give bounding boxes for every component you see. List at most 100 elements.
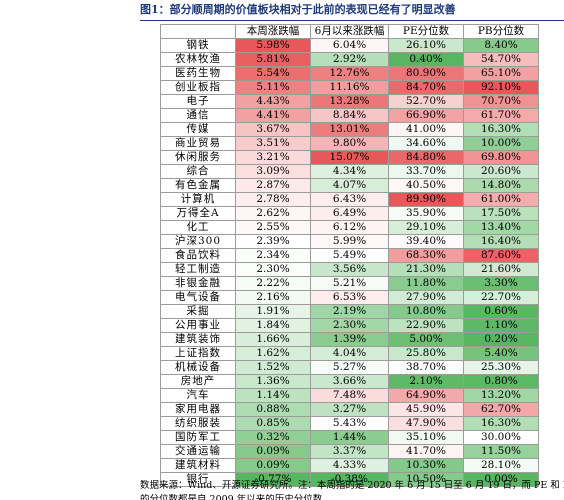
sector-name-cell: 银行 [160, 472, 236, 487]
week-change-cell: -0.77% [235, 472, 311, 487]
june-change-cell: 5.27% [310, 360, 389, 375]
sector-name-cell: 钢铁 [160, 38, 236, 53]
week-change-cell: 1.91% [235, 304, 311, 319]
week-change-cell: 1.62% [235, 346, 311, 361]
table-row: 建筑材料 0.09% 4.33% 10.30% 28.10% [160, 458, 539, 473]
week-change-cell: 2.22% [235, 276, 311, 291]
june-change-cell: 6.04% [310, 38, 389, 53]
pe-percentile-cell: 39.40% [388, 234, 464, 249]
pb-percentile-cell: 0.00% [463, 472, 539, 487]
table-row: 国防军工 0.32% 1.44% 35.10% 30.00% [160, 430, 539, 445]
pe-percentile-cell: 68.30% [388, 248, 464, 263]
pb-percentile-cell: 16.30% [463, 122, 539, 137]
pe-percentile-cell: 2.10% [388, 374, 464, 389]
pb-percentile-cell: 11.50% [463, 444, 539, 459]
june-change-cell: 3.56% [310, 262, 389, 277]
week-change-cell: 0.88% [235, 402, 311, 417]
pb-percentile-cell: 61.00% [463, 192, 539, 207]
table-row: 汽车 1.14% 7.48% 64.90% 13.20% [160, 388, 539, 403]
june-change-cell: 1.44% [310, 430, 389, 445]
sector-name-cell: 食品饮料 [160, 248, 236, 263]
pe-percentile-cell: 5.00% [388, 332, 464, 347]
pe-percentile-cell: 84.80% [388, 150, 464, 165]
pe-percentile-cell: 66.90% [388, 108, 464, 123]
sector-name-cell: 电气设备 [160, 290, 236, 305]
sector-name-cell: 上证指数 [160, 346, 236, 361]
pe-percentile-cell: 10.80% [388, 304, 464, 319]
table-row: 建筑装饰 1.66% 1.39% 5.00% 0.20% [160, 332, 539, 347]
header-pb-percentile: PB分位数 [463, 24, 539, 39]
table-row: 食品饮料 2.34% 5.49% 68.30% 87.60% [160, 248, 539, 263]
pe-percentile-cell: 26.10% [388, 38, 464, 53]
week-change-cell: 4.43% [235, 94, 311, 109]
sector-name-cell: 休闲服务 [160, 150, 236, 165]
pb-percentile-cell: 20.60% [463, 164, 539, 179]
table-row: 医药生物 5.54% 12.76% 80.90% 65.10% [160, 66, 539, 81]
pb-percentile-cell: 0.60% [463, 304, 539, 319]
pb-percentile-cell: 5.40% [463, 346, 539, 361]
header-june-change: 6月以来涨跌幅 [310, 24, 389, 39]
pe-percentile-cell: 21.30% [388, 262, 464, 277]
week-change-cell: 2.30% [235, 262, 311, 277]
table-row: 公用事业 1.84% 2.30% 22.90% 1.10% [160, 318, 539, 333]
pb-percentile-cell: 65.10% [463, 66, 539, 81]
sector-name-cell: 家用电器 [160, 402, 236, 417]
table-row: 通信 4.41% 8.84% 66.90% 61.70% [160, 108, 539, 123]
sector-name-cell: 汽车 [160, 388, 236, 403]
table-row: 银行 -0.77% -0.38% 10.50% 0.00% [160, 472, 539, 487]
june-change-cell: -0.38% [310, 472, 389, 487]
pb-percentile-cell: 14.80% [463, 178, 539, 193]
sector-name-cell: 医药生物 [160, 66, 236, 81]
june-change-cell: 3.27% [310, 402, 389, 417]
pb-percentile-cell: 8.40% [463, 38, 539, 53]
pe-percentile-cell: 47.90% [388, 416, 464, 431]
pb-percentile-cell: 54.70% [463, 52, 539, 67]
pe-percentile-cell: 40.50% [388, 178, 464, 193]
pb-percentile-cell: 3.30% [463, 276, 539, 291]
june-change-cell: 5.43% [310, 416, 389, 431]
sector-name-cell: 万得全A [160, 206, 236, 221]
pb-percentile-cell: 87.60% [463, 248, 539, 263]
sector-name-cell: 创业板指 [160, 80, 236, 95]
table-row: 交通运输 0.09% 3.37% 41.70% 11.50% [160, 444, 539, 459]
table-row: 农林牧渔 5.81% 2.92% 0.40% 54.70% [160, 52, 539, 67]
june-change-cell: 11.16% [310, 80, 389, 95]
week-change-cell: 2.39% [235, 234, 311, 249]
june-change-cell: 15.07% [310, 150, 389, 165]
sector-name-cell: 交通运输 [160, 444, 236, 459]
source-note-continued: 的分位数都是自 2009 年以来的历史分位数 [140, 494, 323, 500]
week-change-cell: 4.41% [235, 108, 311, 123]
week-change-cell: 5.54% [235, 66, 311, 81]
sector-name-cell: 化工 [160, 220, 236, 235]
pe-percentile-cell: 22.90% [388, 318, 464, 333]
june-change-cell: 6.53% [310, 290, 389, 305]
pb-percentile-cell: 69.80% [463, 150, 539, 165]
pb-percentile-cell: 16.30% [463, 416, 539, 431]
pe-percentile-cell: 35.90% [388, 206, 464, 221]
sector-name-cell: 纺织服装 [160, 416, 236, 431]
sector-name-cell: 传媒 [160, 122, 236, 137]
table-row: 商业贸易 3.51% 9.80% 34.60% 10.00% [160, 136, 539, 151]
june-change-cell: 4.04% [310, 346, 389, 361]
sector-name-cell: 建筑装饰 [160, 332, 236, 347]
pb-percentile-cell: 28.10% [463, 458, 539, 473]
week-change-cell: 0.09% [235, 444, 311, 459]
june-change-cell: 12.76% [310, 66, 389, 81]
pb-percentile-cell: 13.40% [463, 220, 539, 235]
pe-percentile-cell: 29.10% [388, 220, 464, 235]
sector-name-cell: 建筑材料 [160, 458, 236, 473]
pb-percentile-cell: 17.50% [463, 206, 539, 221]
week-change-cell: 2.16% [235, 290, 311, 305]
pe-percentile-cell: 89.90% [388, 192, 464, 207]
june-change-cell: 2.30% [310, 318, 389, 333]
sector-name-cell: 国防军工 [160, 430, 236, 445]
pb-percentile-cell: 92.10% [463, 80, 539, 95]
june-change-cell: 5.99% [310, 234, 389, 249]
sector-name-cell: 轻工制造 [160, 262, 236, 277]
week-change-cell: 2.55% [235, 220, 311, 235]
table-row: 综合 3.09% 4.34% 33.70% 20.60% [160, 164, 539, 179]
header-week-change: 本周涨跌幅 [235, 24, 311, 39]
pe-percentile-cell: 45.90% [388, 402, 464, 417]
june-change-cell: 3.37% [310, 444, 389, 459]
pb-percentile-cell: 25.30% [463, 360, 539, 375]
